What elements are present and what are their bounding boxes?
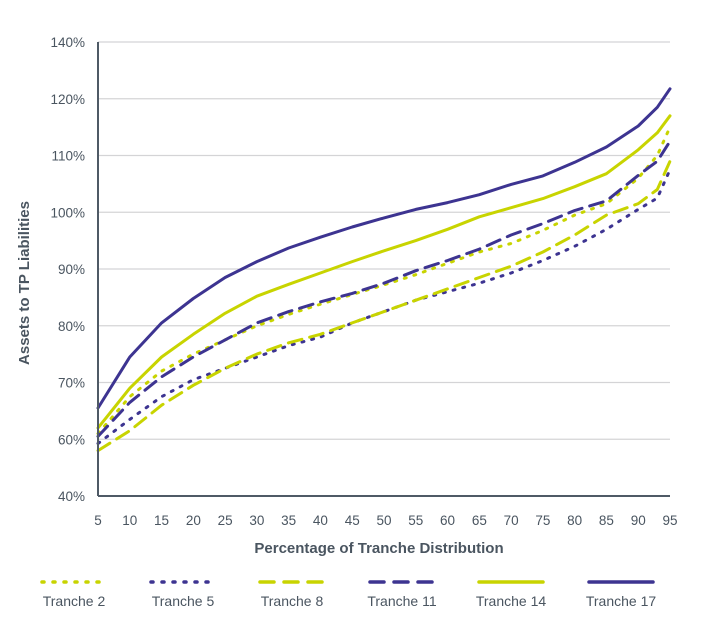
x-tick-label: 20 bbox=[186, 513, 201, 528]
series-line-tranche-14 bbox=[96, 114, 672, 430]
legend-label: Tranche 14 bbox=[476, 593, 547, 609]
legend-item: Tranche 2 bbox=[40, 580, 108, 609]
series-line-tranche-11 bbox=[96, 139, 672, 438]
x-tick-label: 85 bbox=[599, 513, 614, 528]
x-tick-label: 65 bbox=[472, 513, 487, 528]
legend-label: Tranche 11 bbox=[367, 593, 436, 609]
x-tick-label: 60 bbox=[440, 513, 455, 528]
x-tick-label: 55 bbox=[408, 513, 423, 528]
x-axis-title: Percentage of Tranche Distribution bbox=[254, 540, 503, 557]
series-line-tranche-8 bbox=[96, 159, 672, 453]
x-tick-label: 70 bbox=[504, 513, 519, 528]
legend-label: Tranche 17 bbox=[586, 593, 657, 609]
y-tick-label: 60% bbox=[58, 432, 85, 447]
legend-item: Tranche 14 bbox=[476, 580, 547, 609]
x-tick-label: 10 bbox=[122, 513, 137, 528]
y-tick-label: 140% bbox=[50, 35, 85, 50]
x-tick-label: 50 bbox=[376, 513, 391, 528]
series-lines bbox=[96, 87, 672, 453]
legend-label: Tranche 8 bbox=[261, 593, 324, 609]
x-tick-label: 40 bbox=[313, 513, 328, 528]
legend-item: Tranche 17 bbox=[586, 580, 657, 609]
y-axis-ticks: 40% 60% 70% 80% 90% 100% 110% 120% 140% bbox=[50, 35, 85, 504]
series-line-tranche-2 bbox=[96, 125, 672, 436]
y-tick-label: 100% bbox=[50, 205, 85, 220]
y-tick-label: 70% bbox=[58, 376, 85, 391]
y-tick-label: 120% bbox=[50, 92, 85, 107]
legend-label: Tranche 5 bbox=[152, 593, 215, 609]
y-tick-label: 110% bbox=[51, 149, 85, 164]
x-tick-label: 5 bbox=[94, 513, 102, 528]
y-tick-label: 40% bbox=[58, 489, 85, 504]
x-tick-label: 80 bbox=[567, 513, 582, 528]
x-tick-label: 35 bbox=[281, 513, 296, 528]
y-tick-label: 80% bbox=[58, 319, 85, 334]
gridlines bbox=[98, 41, 670, 440]
y-axis-title: Assets to TP Liabilities bbox=[16, 201, 33, 365]
legend-item: Tranche 5 bbox=[149, 580, 217, 609]
x-tick-label: 45 bbox=[345, 513, 360, 528]
legend: Tranche 2 Tranche 5 Tranche 8 Tranche 11 Tra… bbox=[40, 580, 657, 609]
x-tick-label: 15 bbox=[154, 513, 169, 528]
y-tick-label: 90% bbox=[58, 262, 85, 277]
legend-item: Tranche 8 bbox=[258, 580, 326, 609]
x-axis-ticks: 5 10 15 20 25 30 35 40 45 50 55 60 65 70 75 80 85 90 95 bbox=[94, 513, 677, 528]
x-tick-label: 30 bbox=[249, 513, 264, 528]
legend-label: Tranche 2 bbox=[43, 593, 106, 609]
series-line-tranche-17 bbox=[96, 87, 672, 410]
series-line-tranche-5 bbox=[96, 168, 672, 445]
x-tick-label: 95 bbox=[662, 513, 677, 528]
x-tick-label: 75 bbox=[535, 513, 550, 528]
legend-item: Tranche 11 bbox=[367, 580, 437, 609]
x-tick-label: 90 bbox=[631, 513, 646, 528]
x-tick-label: 25 bbox=[218, 513, 233, 528]
